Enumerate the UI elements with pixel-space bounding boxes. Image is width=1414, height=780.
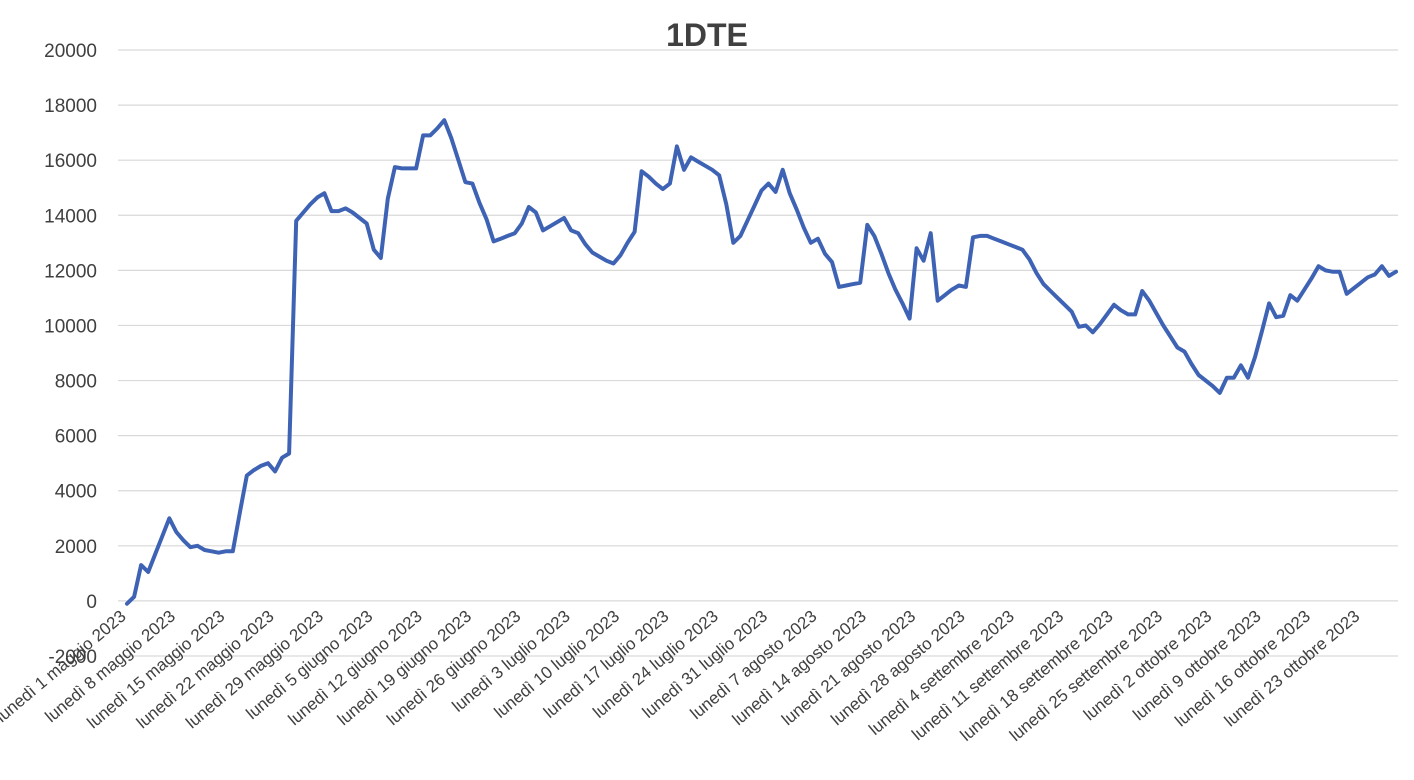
y-tick-label: 8000 xyxy=(55,372,97,393)
series-line-0 xyxy=(125,118,1398,606)
y-tick-label: 4000 xyxy=(55,482,97,503)
y-tick-label: 12000 xyxy=(44,261,97,282)
y-axis-tick-labels: -2000 0 2000 4000 6000 8000 10000 12000 14000 160… xyxy=(44,41,97,668)
gridlines xyxy=(118,49,1398,657)
y-tick-label: -2000 xyxy=(48,647,97,668)
chart-title: 1DTE xyxy=(666,17,748,53)
y-tick-label: 0 xyxy=(86,592,97,613)
y-tick-label: 2000 xyxy=(55,537,97,558)
y-tick-label: 18000 xyxy=(44,96,97,117)
y-tick-label: 16000 xyxy=(44,151,97,172)
y-tick-label: 6000 xyxy=(55,427,97,448)
series-layer xyxy=(125,118,1398,606)
y-tick-label: 10000 xyxy=(44,316,97,337)
y-tick-label: 14000 xyxy=(44,206,97,227)
y-tick-label: 20000 xyxy=(44,41,97,62)
